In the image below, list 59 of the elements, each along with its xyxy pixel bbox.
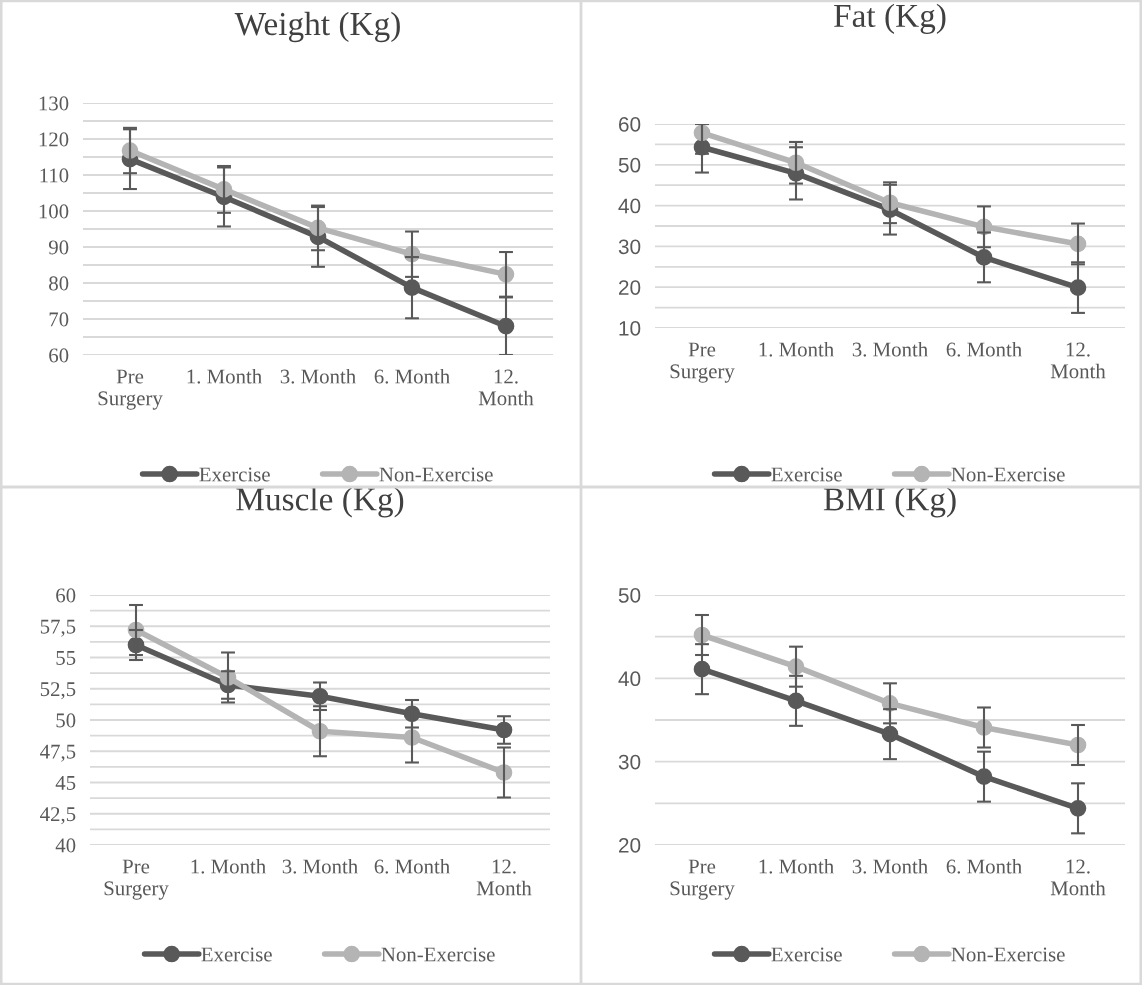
legend-label: Exercise: [771, 467, 842, 482]
y-tick-label: 60: [56, 588, 76, 603]
legend-label: Non-Exercise: [379, 467, 493, 482]
y-tick-label: 45: [55, 776, 76, 790]
y-tick-label: 50: [618, 157, 641, 173]
y-tick-label: 90: [48, 240, 69, 255]
chart-title: BMI (Kg): [823, 487, 956, 518]
legend-label: Non-Exercise: [951, 467, 1065, 482]
x-tick-label: Pre Surgery: [670, 859, 735, 900]
y-tick-label: 80: [49, 276, 69, 291]
chart-title: Weight (Kg): [234, 11, 400, 43]
x-tick-label: 12. Month: [476, 859, 532, 896]
y-tick-label: 40: [55, 838, 76, 853]
chart-title: Muscle (Kg): [236, 487, 404, 518]
y-tick-label: 60: [49, 348, 69, 363]
x-tick-label: 3. Month: [282, 858, 358, 874]
x-tick-label: 3. Month: [280, 368, 356, 384]
y-tick-label: 110: [40, 168, 69, 183]
y-tick-label: 20: [618, 838, 641, 853]
y-tick-label: 120: [39, 132, 69, 147]
y-tick-label: 130: [39, 96, 69, 111]
x-tick-label: 1. Month: [187, 368, 262, 384]
x-tick-label: 6. Month: [946, 858, 1022, 874]
y-tick-label: 47,5: [40, 744, 76, 762]
y-tick-label: 40: [618, 671, 641, 687]
y-tick-label: 100: [39, 204, 69, 219]
x-tick-label: 6. Month: [946, 341, 1022, 357]
chart-title: Fat (Kg): [834, 3, 946, 34]
legend-label: Exercise: [199, 467, 270, 482]
x-tick-label: 1. Month: [759, 858, 834, 874]
x-tick-label: 12. Month: [478, 369, 534, 406]
x-tick-label: 1. Month: [191, 858, 266, 874]
y-tick-label: 55: [56, 651, 76, 665]
x-tick-label: Pre Surgery: [104, 859, 169, 900]
legend-label: Exercise: [201, 947, 272, 962]
x-tick-label: 6. Month: [374, 858, 450, 874]
y-tick-label: 42,5: [40, 807, 76, 825]
x-tick-label: 12. Month: [1050, 342, 1106, 379]
y-tick-label: 40: [618, 198, 641, 214]
y-tick-label: 52,5: [40, 682, 76, 700]
x-tick-label: 1. Month: [759, 341, 834, 357]
y-tick-label: 57,5: [40, 619, 76, 637]
x-tick-label: Pre Surgery: [670, 342, 735, 383]
y-tick-label: 10: [619, 321, 641, 336]
y-tick-label: 70: [49, 312, 69, 327]
x-tick-label: Pre Surgery: [98, 369, 163, 410]
legend-label: Non-Exercise: [381, 947, 495, 962]
y-tick-label: 30: [618, 239, 641, 255]
x-tick-label: 6. Month: [374, 368, 450, 384]
legend-label: Exercise: [771, 947, 842, 962]
y-tick-label: 20: [618, 280, 641, 295]
legend-label: Non-Exercise: [951, 947, 1065, 962]
y-tick-label: 50: [618, 588, 641, 603]
x-tick-label: 3. Month: [852, 858, 928, 874]
y-tick-label: 30: [618, 754, 641, 770]
y-tick-label: 50: [56, 713, 76, 728]
x-tick-label: 12. Month: [1050, 859, 1106, 896]
y-tick-label: 60: [619, 117, 641, 132]
x-tick-label: 3. Month: [852, 341, 928, 357]
